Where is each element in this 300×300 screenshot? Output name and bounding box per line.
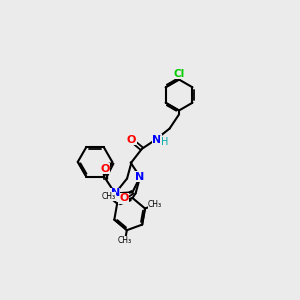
Text: CH₃: CH₃ bbox=[148, 200, 162, 209]
Text: H: H bbox=[160, 137, 168, 147]
Text: Cl: Cl bbox=[173, 69, 185, 79]
Text: CH₃: CH₃ bbox=[118, 236, 132, 245]
Text: N: N bbox=[136, 172, 145, 182]
Text: N: N bbox=[152, 135, 161, 145]
Text: N: N bbox=[110, 188, 120, 198]
Text: O: O bbox=[100, 164, 110, 174]
Text: O: O bbox=[127, 135, 136, 145]
Text: CH₃: CH₃ bbox=[102, 192, 116, 201]
Text: O: O bbox=[119, 193, 128, 203]
